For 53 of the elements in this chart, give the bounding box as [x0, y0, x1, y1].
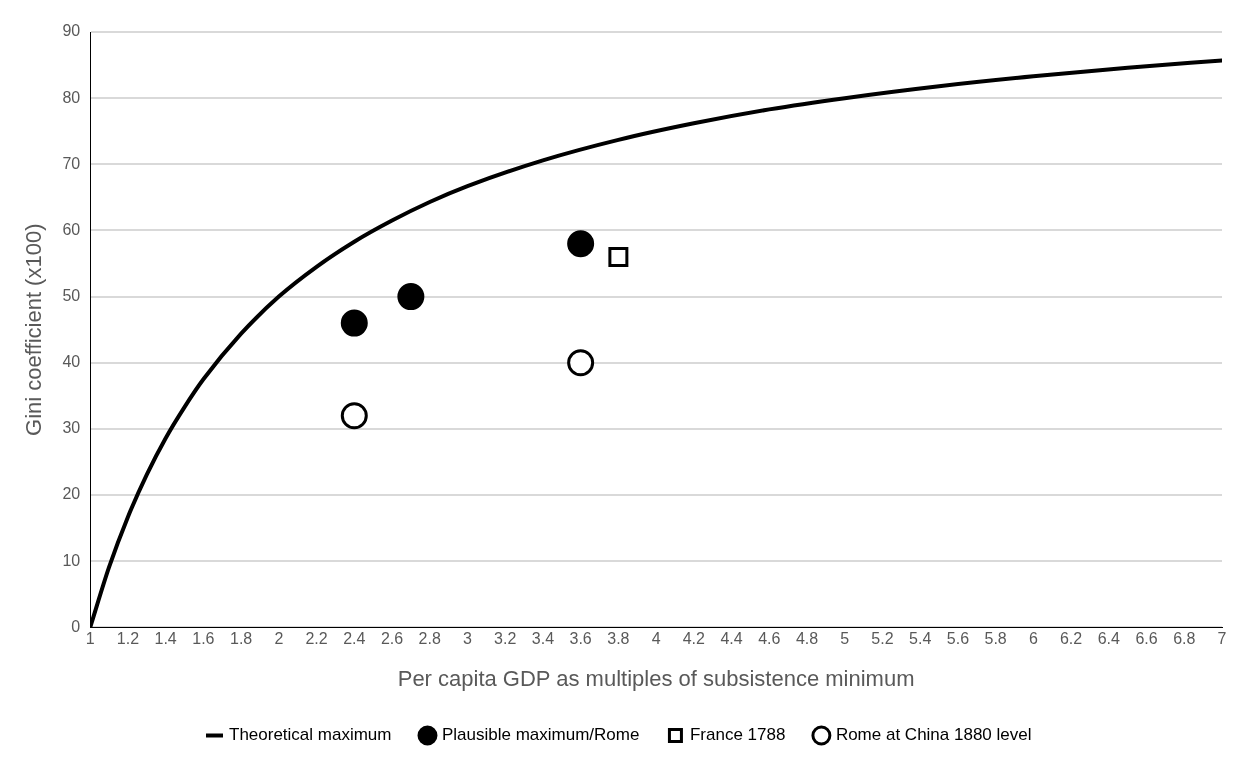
x-tick-label: 5: [840, 630, 850, 648]
y-tick-label: 80: [62, 88, 81, 106]
x-tick-label: 5.4: [909, 630, 932, 648]
y-tick-label: 40: [62, 353, 81, 371]
y-tick-label: 20: [62, 485, 81, 503]
x-tick-label: 2.6: [380, 630, 404, 648]
y-axis-title: Gini coefficient (x100): [21, 223, 47, 436]
x-tick-label: 3.6: [569, 630, 592, 648]
x-tick-label: 4.6: [758, 630, 781, 648]
x-axis-title: Per capita GDP as multiples of subsistence minimum: [397, 665, 915, 691]
x-tick-label: 1.2: [116, 630, 140, 648]
x-tick-label: 1.6: [192, 630, 215, 648]
x-tick-label: 3.4: [531, 630, 555, 648]
legend-label: Plausible maximum/Rome: [441, 725, 640, 745]
x-tick-label: 4.8: [795, 630, 819, 648]
point: [340, 309, 368, 337]
legend-label: Rome at China 1880 level: [835, 725, 1032, 745]
x-tick-label: 5.6: [946, 630, 970, 648]
x-tick-label: 1: [85, 630, 95, 648]
legend-label: Theoretical maximum: [229, 725, 392, 745]
y-tick-label: 10: [62, 551, 81, 569]
x-tick-label: 3.8: [607, 630, 630, 648]
x-tick-label: 6.6: [1135, 630, 1158, 648]
y-tick-label: 70: [62, 154, 81, 172]
x-tick-label: 4: [651, 630, 661, 648]
point: [567, 230, 595, 258]
x-tick-label: 1.4: [154, 630, 177, 648]
y-tick-label: 90: [62, 22, 81, 40]
y-tick-label: 30: [62, 419, 81, 437]
x-tick-label: 6.8: [1173, 630, 1196, 648]
x-tick-label: 2: [274, 630, 284, 648]
point: [608, 246, 629, 267]
x-tick-label: 7: [1217, 630, 1227, 648]
x-tick-label: 6: [1028, 630, 1038, 648]
x-tick-label: 6.2: [1059, 630, 1083, 648]
y-tick-label: 50: [62, 287, 81, 305]
point: [340, 402, 368, 430]
x-tick-label: 3: [463, 630, 473, 648]
x-tick-label: 2.8: [418, 630, 441, 648]
legend-label: France 1788: [689, 725, 786, 745]
x-tick-label: 6.4: [1097, 630, 1121, 648]
x-tick-label: 4.4: [720, 630, 743, 648]
x-tick-label: 2.4: [343, 630, 366, 648]
point: [567, 349, 595, 377]
y-tick-label: 0: [71, 617, 81, 635]
x-tick-label: 5.8: [984, 630, 1007, 648]
point: [397, 283, 425, 311]
x-tick-label: 4.2: [682, 630, 706, 648]
x-tick-label: 5.2: [871, 630, 894, 648]
x-tick-label: 2.2: [305, 630, 328, 648]
y-tick-label: 60: [62, 220, 81, 238]
x-tick-label: 1.8: [229, 630, 253, 648]
x-tick-label: 3.2: [494, 630, 517, 648]
